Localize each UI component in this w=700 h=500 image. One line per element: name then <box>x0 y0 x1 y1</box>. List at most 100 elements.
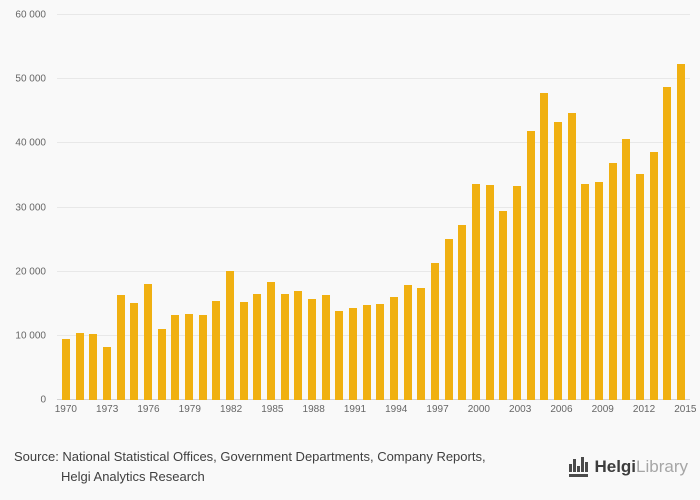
bar-1979 <box>184 314 193 400</box>
y-axis-label: 40 000 <box>15 137 46 149</box>
x-tick-slot: 1973 <box>96 404 118 418</box>
x-tick-slot <box>362 404 376 418</box>
bar-1978 <box>171 314 180 400</box>
y-axis-label: 10 000 <box>15 330 46 342</box>
bar-slot <box>86 15 100 400</box>
bar-slot <box>100 15 114 400</box>
bar-slot <box>332 15 346 400</box>
x-tick-slot: 2009 <box>592 404 614 418</box>
plot-area <box>57 14 690 400</box>
gridline <box>57 334 690 336</box>
bar-1986 <box>280 294 289 400</box>
bar-slot <box>319 15 333 400</box>
bar-slot <box>620 15 634 400</box>
bar-1980 <box>198 315 207 400</box>
bar-slot <box>565 15 579 400</box>
bar-slot <box>291 15 305 400</box>
logo-text-helgi: Helgi <box>594 457 637 476</box>
x-axis-label: 2000 <box>467 404 490 415</box>
y-axis-label: 60 000 <box>15 9 46 21</box>
bar-1974 <box>116 294 125 400</box>
bar-slot <box>455 15 469 400</box>
x-tick-slot <box>486 404 500 418</box>
y-axis-label: 20 000 <box>15 266 46 278</box>
bar-1997 <box>430 263 439 400</box>
x-tick-slot <box>527 404 541 418</box>
bar-1970 <box>61 339 70 400</box>
bar-2015 <box>677 63 686 400</box>
bar-1976 <box>143 283 152 400</box>
bar-1985 <box>266 281 275 400</box>
bar-2007 <box>567 112 576 400</box>
source-line-2: Helgi Analytics Research <box>61 468 205 484</box>
source-line-1: Source: National Statistical Offices, Go… <box>14 449 486 464</box>
bar-1987 <box>294 290 303 400</box>
bar-1992 <box>362 305 371 400</box>
x-tick-slot <box>114 404 128 418</box>
bar-2012 <box>636 174 645 400</box>
x-tick-slot <box>321 404 335 418</box>
bar-2005 <box>540 92 549 400</box>
x-tick-slot <box>610 404 624 418</box>
bar-1999 <box>458 224 467 400</box>
bar-slot <box>114 15 128 400</box>
bar-1998 <box>444 238 453 400</box>
bar-1983 <box>239 301 248 400</box>
bar-slot <box>551 15 565 400</box>
x-axis-label: 2003 <box>509 404 532 415</box>
x-axis-label: 1985 <box>261 404 284 415</box>
y-axis-label: 0 <box>40 394 46 406</box>
helgi-bars-logo-icon <box>569 452 589 477</box>
x-tick-slot <box>197 404 211 418</box>
x-tick-slot <box>155 404 169 418</box>
x-tick-slot: 1994 <box>385 404 407 418</box>
x-axis-label: 1994 <box>385 404 408 415</box>
bar-slot <box>196 15 210 400</box>
bar-2013 <box>649 151 658 400</box>
bar-slot <box>497 15 511 400</box>
x-axis-label: 1982 <box>219 404 243 415</box>
bar-1972 <box>89 333 98 400</box>
bar-1996 <box>417 288 426 400</box>
x-tick-slot <box>651 404 665 418</box>
bar-slot <box>674 15 688 400</box>
bar-slot <box>524 15 538 400</box>
bar-1994 <box>389 296 398 400</box>
bar-slot <box>250 15 264 400</box>
bar-slot <box>182 15 196 400</box>
x-tick-slot: 1976 <box>137 404 159 418</box>
x-tick-slot <box>238 404 252 418</box>
bar-2006 <box>554 122 563 400</box>
bar-slot <box>209 15 223 400</box>
bar-slot <box>647 15 661 400</box>
bar-1981 <box>212 300 221 400</box>
logo-text: HelgiLibrary <box>594 457 688 477</box>
x-tick-slot: 1985 <box>261 404 283 418</box>
bar-slot <box>414 15 428 400</box>
x-axis-label: 1997 <box>426 404 449 415</box>
bar-1995 <box>403 285 412 400</box>
x-tick-slot <box>279 404 293 418</box>
x-tick-slot: 1997 <box>426 404 448 418</box>
bar-slot <box>633 15 647 400</box>
bar-slot <box>237 15 251 400</box>
x-tick-slot: 1991 <box>344 404 366 418</box>
bar-slot <box>592 15 606 400</box>
x-axis-label: 1970 <box>54 404 77 415</box>
bar-1989 <box>321 294 330 400</box>
bar-2002 <box>499 210 508 400</box>
bar-slot <box>360 15 374 400</box>
bar-2014 <box>663 86 672 400</box>
bar-2010 <box>608 162 617 400</box>
x-axis: 1970 1973 1976 1979 1982 1985 1988 1991 1994 1997… <box>54 404 697 418</box>
x-tick-slot: 1979 <box>179 404 201 418</box>
gridline <box>57 206 690 208</box>
bar-1975 <box>130 303 139 400</box>
bar-slot <box>387 15 401 400</box>
bar-1973 <box>102 347 111 400</box>
bar-2003 <box>513 185 521 400</box>
x-tick-slot: 2000 <box>468 404 490 418</box>
bar-1982 <box>225 271 234 400</box>
bar-1977 <box>157 329 166 400</box>
